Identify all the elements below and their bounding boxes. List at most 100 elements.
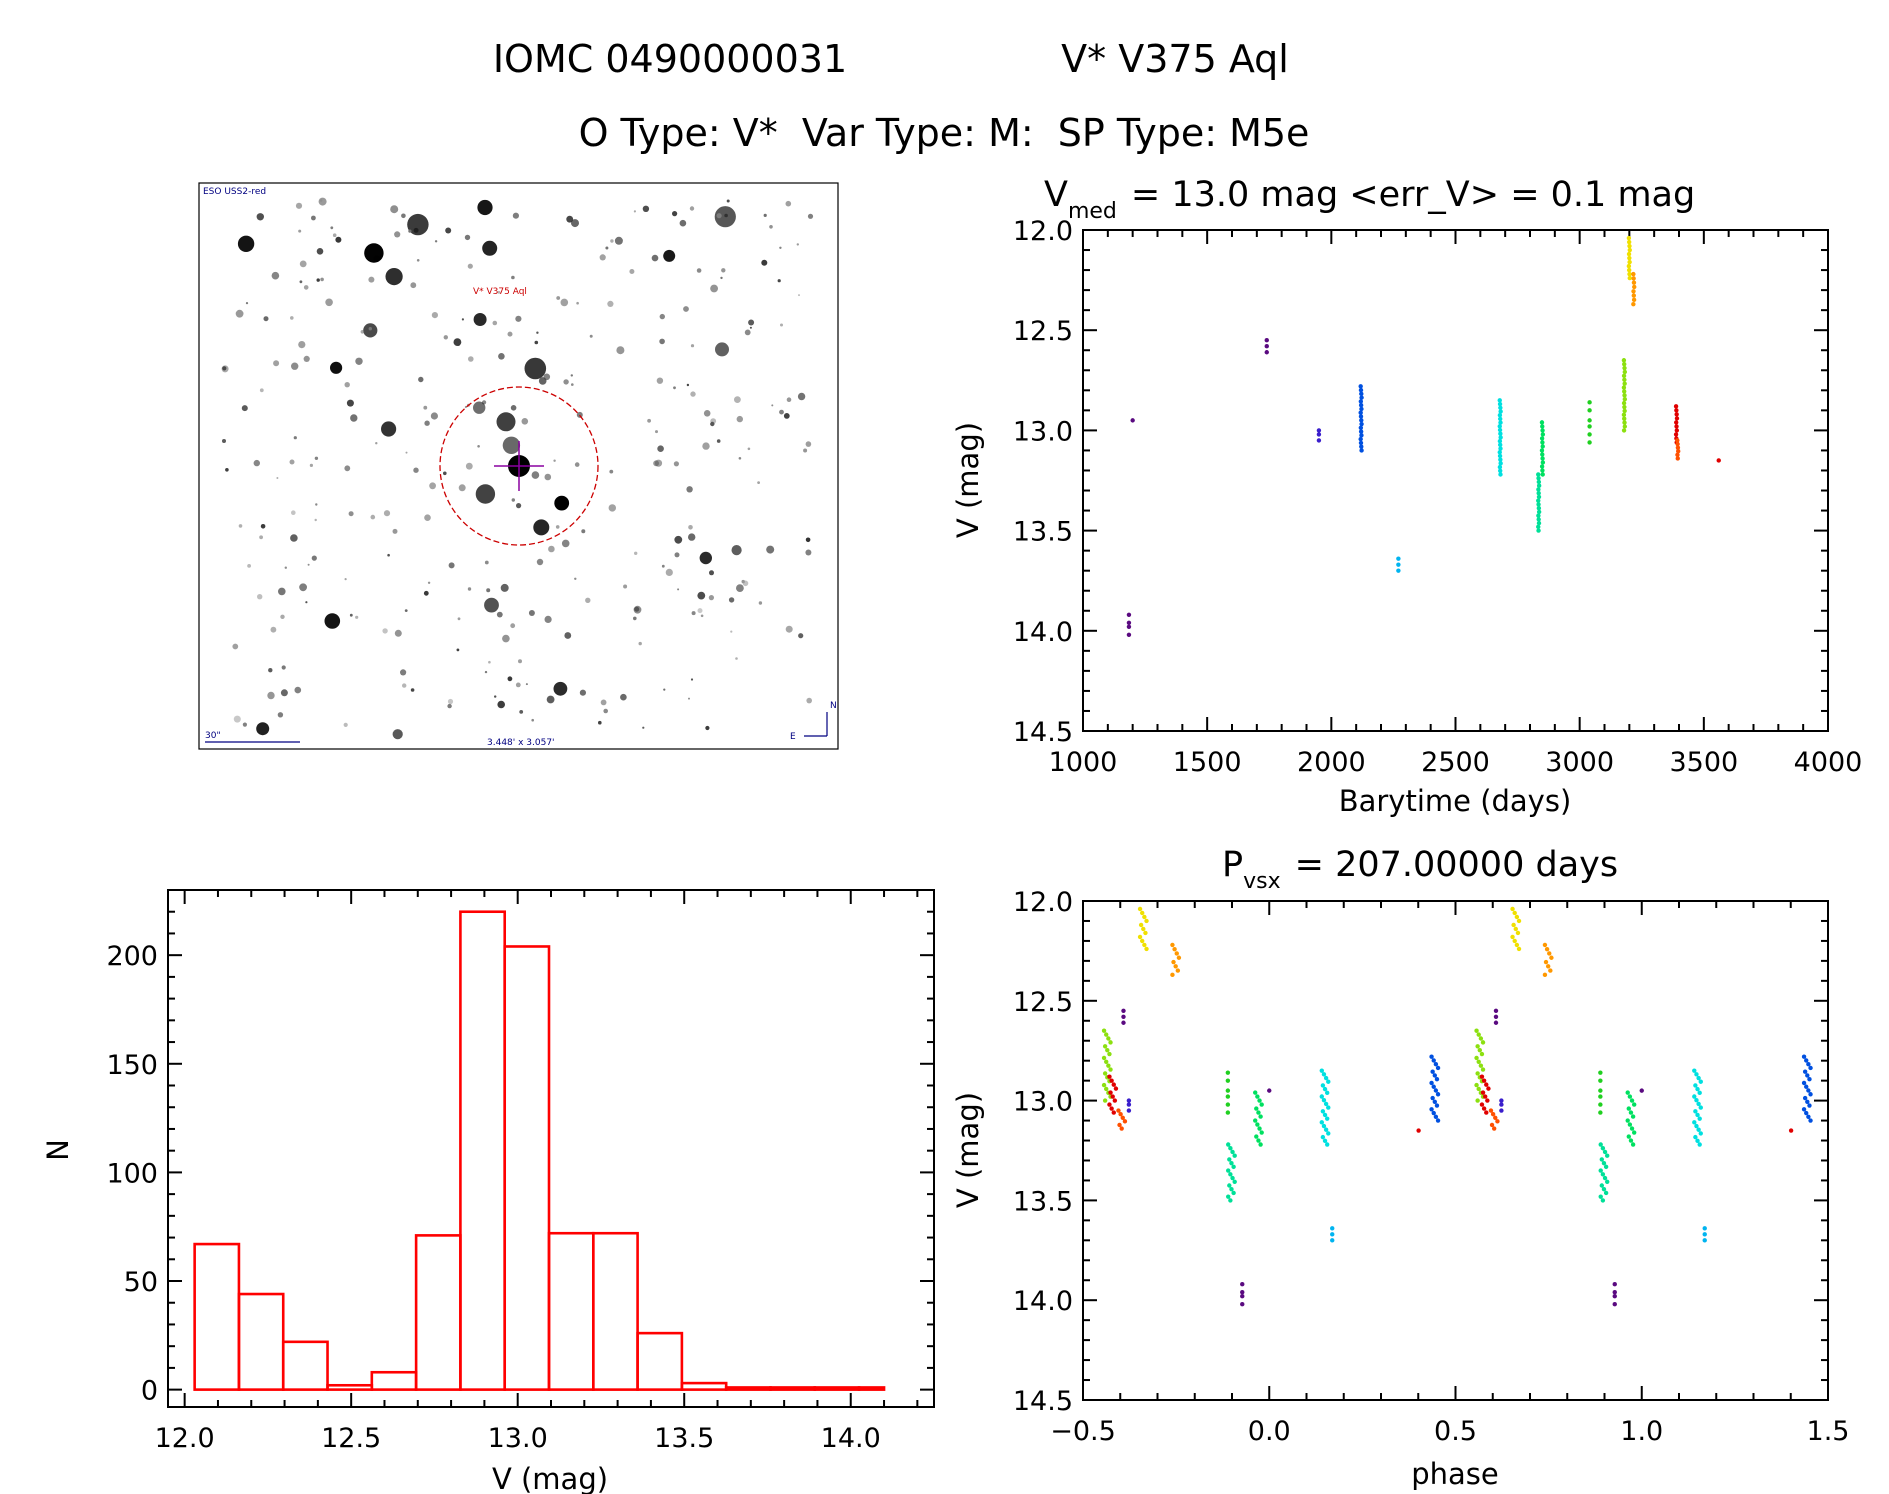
phased-point	[1807, 1103, 1812, 1108]
phased-point	[1170, 942, 1175, 948]
finder-star	[769, 225, 773, 229]
finder-star	[400, 669, 407, 676]
finder-star	[663, 688, 666, 691]
finder-star	[458, 484, 466, 492]
finder-star	[623, 584, 628, 589]
finder-star	[448, 562, 455, 569]
finder-star	[311, 215, 316, 221]
phased-title-sub: vsx	[1243, 869, 1281, 894]
phased-xtick-label: 0.5	[1434, 1416, 1477, 1447]
phased-point	[1174, 951, 1179, 956]
phased-point	[1430, 1069, 1435, 1074]
lightcurve-point	[1264, 350, 1269, 355]
phased-point	[1548, 968, 1553, 973]
lightcurve-ytick-label: 12.0	[1013, 216, 1073, 247]
finder-star	[661, 564, 665, 568]
phased-point	[1228, 1146, 1233, 1151]
phased-point	[1323, 1127, 1329, 1132]
lightcurve-point	[1631, 276, 1636, 281]
lightcurve-title-sub: med	[1068, 199, 1117, 224]
phased-point	[1695, 1086, 1700, 1092]
finder-star	[427, 581, 431, 584]
finder-star	[267, 691, 275, 700]
finder-star	[512, 212, 520, 219]
lightcurve-point	[1536, 472, 1541, 477]
lightcurve-point	[1498, 405, 1503, 410]
phased-point	[1321, 1123, 1327, 1129]
phased-point	[1229, 1187, 1234, 1192]
finder-star	[642, 205, 650, 212]
finder-star	[571, 219, 579, 228]
phased-point	[1639, 1088, 1644, 1093]
phased-point	[1801, 1107, 1807, 1112]
lightcurve-point	[1674, 424, 1679, 429]
lightcurve-points	[1126, 235, 1721, 638]
finder-star	[502, 436, 521, 454]
finder-star	[516, 503, 522, 509]
phased-point	[1805, 1099, 1810, 1104]
phased-point	[1231, 1164, 1236, 1170]
phased-point	[1599, 1157, 1605, 1162]
lightcurve-point	[1359, 418, 1364, 423]
finder-star	[488, 660, 491, 664]
phased-point	[1476, 1059, 1481, 1064]
phased-point	[1256, 1138, 1261, 1143]
phased-point	[1230, 1175, 1235, 1181]
finder-star	[497, 700, 506, 709]
lightcurve-point	[1626, 263, 1632, 269]
finder-star	[238, 524, 243, 528]
finder-star	[657, 445, 664, 453]
phased-point	[1598, 1094, 1603, 1099]
finder-star	[511, 275, 515, 280]
phased-point	[1612, 1294, 1617, 1299]
histogram-ytick-label: 200	[106, 941, 158, 972]
lightcurve-point	[1358, 387, 1364, 393]
lightcurve-point	[1498, 431, 1503, 436]
phased-point	[1101, 1082, 1107, 1088]
phased-point	[1484, 1082, 1489, 1087]
lightcurve-point	[1631, 271, 1636, 277]
histogram-ytick-label: 50	[124, 1267, 158, 1298]
phased-point	[1600, 1172, 1606, 1177]
phased-title: Pvsx = 207.00000 days	[1222, 845, 1618, 894]
phased-point	[1697, 1090, 1702, 1096]
phased-point	[1625, 1090, 1630, 1095]
phased-point	[1229, 1160, 1234, 1166]
phased-point	[1543, 959, 1549, 965]
phased-point	[1319, 1068, 1324, 1073]
finder-star	[677, 588, 680, 591]
phased-point	[1510, 906, 1515, 912]
finder-star	[461, 318, 464, 321]
finder-star	[734, 396, 741, 403]
finder-star	[394, 231, 401, 238]
finder-star	[634, 551, 638, 555]
finder-star	[247, 564, 252, 568]
finder-star	[798, 633, 804, 639]
phased-point	[1322, 1112, 1328, 1118]
lightcurve-xlabel: Barytime (days)	[1339, 784, 1572, 818]
phased-point	[1320, 1083, 1326, 1088]
finder-star	[343, 722, 348, 728]
phased-point	[1512, 938, 1517, 944]
histogram-bar	[414, 1234, 462, 1391]
finder-star	[703, 410, 711, 417]
finder-star	[761, 259, 768, 266]
finder-star	[277, 712, 284, 718]
finder-star	[368, 327, 372, 331]
lightcurve-point	[1622, 424, 1628, 429]
lightcurve-point	[1674, 428, 1680, 433]
finder-star	[515, 315, 522, 322]
phased-point	[1515, 930, 1521, 936]
phased-point	[1475, 1071, 1480, 1076]
phased-point	[1693, 1109, 1698, 1114]
finder-star	[797, 392, 806, 401]
finder-star	[256, 213, 264, 221]
finder-star	[314, 456, 319, 460]
lightcurve-point	[1621, 428, 1627, 433]
phased-ytick-label: 14.5	[1013, 1386, 1073, 1417]
finder-star	[553, 459, 556, 462]
phased-point	[1481, 1078, 1487, 1083]
finder-star	[642, 726, 645, 729]
finder-star	[805, 441, 812, 447]
phased-point	[1126, 1098, 1132, 1103]
